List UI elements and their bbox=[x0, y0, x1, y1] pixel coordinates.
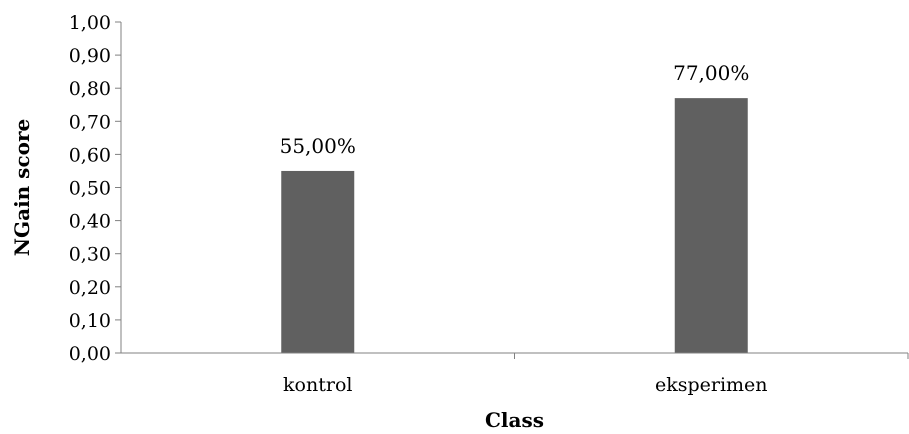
bars bbox=[281, 98, 748, 353]
y-tick-label: 0,90 bbox=[69, 45, 111, 67]
y-axis-title: NGain score bbox=[10, 119, 34, 256]
y-tick-label: 0,70 bbox=[69, 111, 111, 133]
data-label-kontrol: 55,00% bbox=[280, 134, 356, 158]
category-label-kontrol: kontrol bbox=[283, 374, 352, 396]
bar-eksperimen bbox=[674, 98, 748, 353]
y-tick-label: 0,00 bbox=[69, 343, 111, 365]
y-tick-label: 0,50 bbox=[69, 178, 111, 200]
y-tick-label: 1,00 bbox=[69, 12, 111, 34]
y-axis-ticks bbox=[115, 21, 121, 354]
y-tick-label: 0,60 bbox=[69, 144, 111, 166]
y-tick-label: 0,40 bbox=[69, 211, 111, 233]
data-label-eksperimen: 77,00% bbox=[673, 61, 749, 85]
bar-kontrol bbox=[281, 170, 355, 353]
y-tick-label: 0,10 bbox=[69, 310, 111, 332]
data-labels: 55,00% 77,00% bbox=[280, 61, 750, 158]
x-axis-title: Class bbox=[485, 408, 544, 432]
category-label-eksperimen: eksperimen bbox=[655, 374, 768, 396]
x-axis-category-labels: kontrol eksperimen bbox=[283, 353, 909, 396]
y-tick-label: 0,80 bbox=[69, 78, 111, 100]
y-axis-tick-labels: 0,00 0,10 0,20 0,30 0,40 0,50 0,60 0,70 0,80 0,90… bbox=[69, 12, 111, 365]
y-tick-label: 0,30 bbox=[69, 244, 111, 266]
y-tick-label: 0,20 bbox=[69, 277, 111, 299]
